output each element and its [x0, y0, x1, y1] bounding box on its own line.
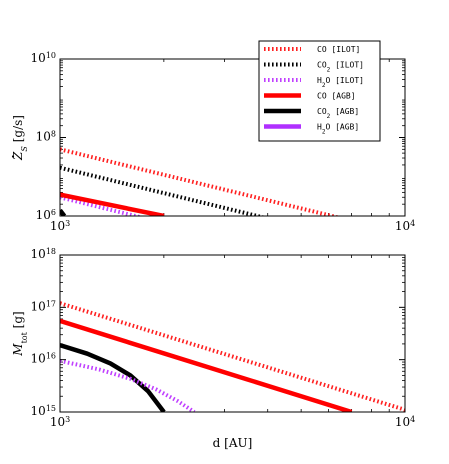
z-dot-accent [11, 155, 15, 158]
series-line [60, 318, 353, 412]
x-tick-label: 104 [395, 415, 415, 430]
legend-label: H2O [AGB] [317, 123, 359, 136]
series-group [60, 147, 341, 216]
y-tick-label: 1017 [31, 299, 56, 314]
legend-label: H2O [ILOT] [317, 76, 364, 89]
y-tick-label: 1018 [31, 247, 56, 262]
x-tick-label: 103 [50, 219, 70, 234]
x-tick-label: 104 [395, 219, 415, 234]
series-line [60, 301, 405, 412]
y-tick-label: 108 [36, 129, 56, 144]
legend-label: CO [AGB] [317, 92, 356, 101]
series-line [60, 192, 165, 216]
legend-label: CO2 [ILOT] [317, 61, 364, 74]
series-line [60, 358, 196, 412]
y-tick-label: 1016 [31, 351, 56, 366]
y-tick-label: 1010 [31, 51, 56, 66]
legend-label: CO [ILOT] [317, 45, 360, 54]
x-tick-label: 103 [50, 415, 70, 430]
series-line [60, 165, 266, 216]
panel-2: 103 104 1015 1016 1017 1018 Mtot [g] d [AU] [11, 247, 415, 451]
series-line [60, 342, 166, 412]
series-line [60, 208, 67, 216]
x-axis-label: d [AU] [213, 436, 253, 450]
y-tick-label: 106 [36, 208, 56, 223]
series-line [60, 147, 341, 216]
plot-frame [59, 254, 406, 413]
y-axis-label: ZS [g/s] [11, 115, 29, 161]
panel-1: 103 104 106 108 1010 ZS [g/s] CO [ILOT] CO2 [IL… [11, 40, 415, 234]
y-tick-label: 1015 [31, 404, 56, 419]
series-group [60, 301, 405, 412]
series-line [60, 195, 144, 216]
y-axis-label: Mtot [g] [11, 311, 29, 356]
legend-label: CO2 [AGB] [317, 107, 359, 120]
legend: CO [ILOT] CO2 [ILOT] H2O [ILOT] CO [AGB] CO2… [258, 40, 381, 142]
